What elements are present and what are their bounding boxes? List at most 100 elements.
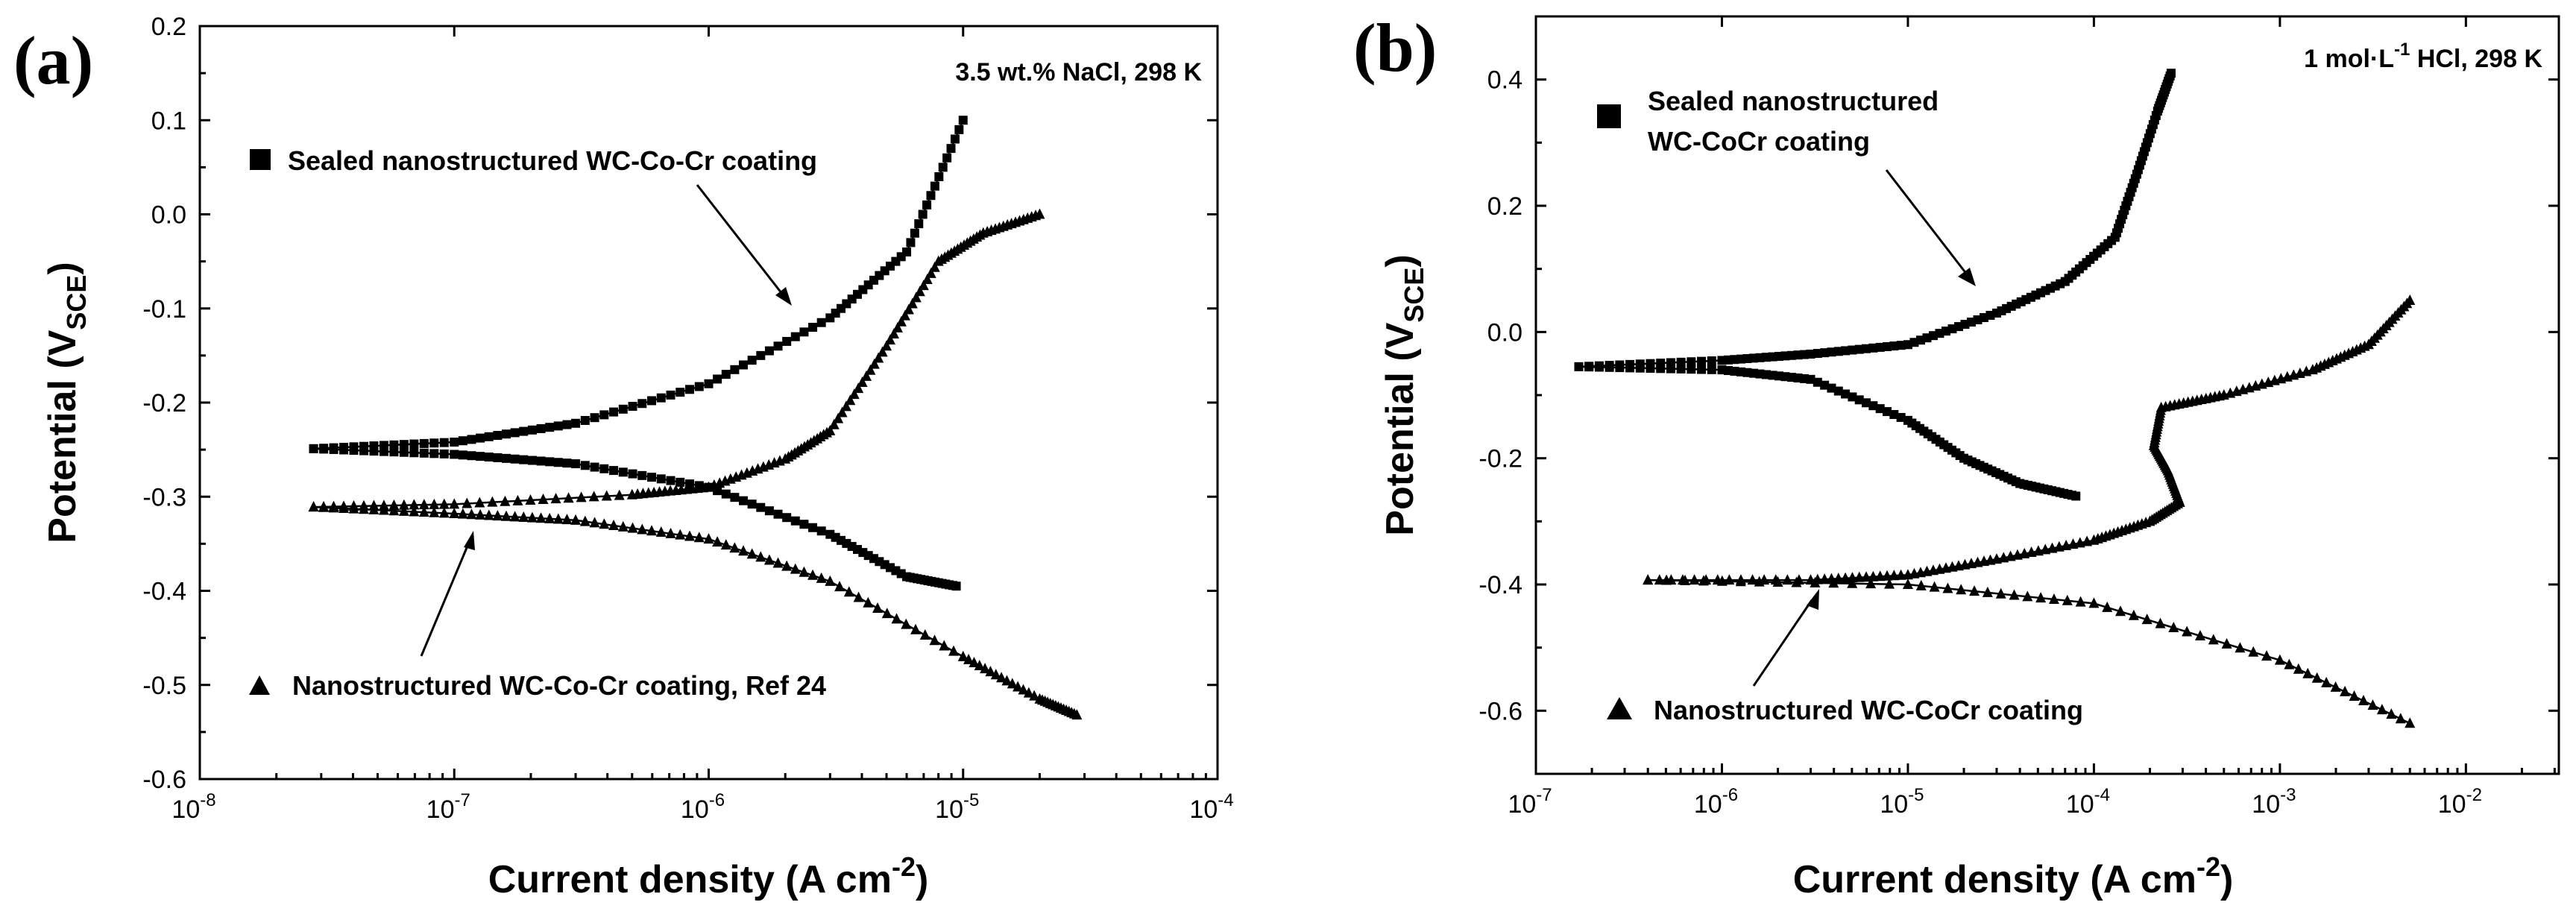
data-point-a-1-anodic xyxy=(500,495,511,506)
x-tick-label-a-1: 10-7 xyxy=(426,790,470,824)
data-point-b-0-cathodic xyxy=(1605,362,1614,372)
data-point-a-1-cathodic xyxy=(1029,690,1040,701)
data-point-a-1-cathodic xyxy=(570,514,582,525)
data-point-a-0-cathodic xyxy=(628,469,637,479)
data-point-b-0-cathodic xyxy=(1646,364,1655,374)
data-point-a-1-cathodic xyxy=(637,523,648,535)
arrow-nano-a xyxy=(420,543,470,657)
data-point-a-1-cathodic xyxy=(763,554,775,565)
data-point-a-1-cathodic xyxy=(1023,687,1034,698)
data-point-b-1-cathodic xyxy=(2367,699,2378,710)
data-point-a-1-cathodic xyxy=(872,602,884,613)
data-point-a-0-cathodic xyxy=(419,448,429,458)
arrowhead-sealed-a xyxy=(775,287,792,306)
data-point-a-1-cathodic xyxy=(466,508,477,520)
data-point-a-0-cathodic xyxy=(389,447,399,457)
data-point-a-0-anodic xyxy=(656,393,666,403)
data-point-a-1-cathodic xyxy=(328,502,339,513)
data-point-a-1-anodic xyxy=(837,406,848,417)
data-point-a-1-anodic xyxy=(907,297,918,309)
data-point-b-1-cathodic xyxy=(1754,576,1765,587)
data-point-b-0-cathodic xyxy=(1656,364,1666,374)
data-point-a-0-cathodic xyxy=(747,499,757,509)
data-point-a-1-cathodic xyxy=(518,511,529,523)
y-axis-title-a: Potential (VSCE) xyxy=(41,262,92,543)
curves-b xyxy=(1574,69,2416,728)
data-point-b-1-cathodic xyxy=(2128,609,2139,620)
data-point-a-1-anodic xyxy=(925,267,936,278)
data-point-a-0-anodic xyxy=(536,423,546,433)
data-point-a-0-cathodic xyxy=(536,456,546,466)
data-point-a-0-anodic xyxy=(519,426,529,436)
data-point-b-0-anodic xyxy=(1687,357,1696,367)
data-point-a-1-anodic xyxy=(922,273,933,284)
data-point-a-0-anodic xyxy=(946,144,956,154)
arrow-sealed-a xyxy=(696,184,786,297)
data-point-a-1-cathodic xyxy=(712,536,723,547)
data-point-b-1-cathodic xyxy=(1956,584,1967,595)
x-tick-label-b-3: 10-4 xyxy=(2066,785,2110,819)
data-point-a-1-anodic xyxy=(910,291,922,303)
arrowhead-nano-a xyxy=(464,531,475,550)
data-point-a-0-cathodic xyxy=(637,470,647,480)
data-point-b-1-cathodic xyxy=(1915,579,1927,590)
data-point-a-0-anodic xyxy=(756,350,766,360)
data-point-b-1-cathodic xyxy=(2358,695,2369,706)
data-point-a-1-cathodic xyxy=(684,530,696,541)
data-point-b-1-cathodic xyxy=(1643,574,1654,585)
data-point-b-1-cathodic xyxy=(2395,713,2406,724)
data-point-a-1-cathodic xyxy=(552,513,564,524)
data-point-a-1-cathodic xyxy=(589,517,600,528)
data-point-a-0-cathodic xyxy=(319,444,329,454)
data-point-a-0-cathodic xyxy=(510,454,520,464)
data-point-a-0-anodic xyxy=(389,440,399,450)
data-point-a-1-cathodic xyxy=(599,518,610,529)
y-tick-label-a-7: -0.5 xyxy=(142,672,186,700)
data-point-b-1-cathodic xyxy=(2022,590,2033,602)
data-point-b-0-anodic xyxy=(2166,69,2176,78)
x-tick-label-a-0: 10-8 xyxy=(171,790,215,824)
data-point-a-0-cathodic xyxy=(773,509,783,519)
data-point-a-1-cathodic xyxy=(807,569,819,580)
y-tick-label-b-2: 0.0 xyxy=(1487,318,1522,347)
legend-square-marker-a xyxy=(250,149,271,170)
legend-triangle-marker-a xyxy=(249,675,270,695)
condition-label-a: 3.5 wt.% NaCl, 298 K xyxy=(955,58,1202,86)
data-point-a-1-anodic xyxy=(877,346,888,357)
data-point-a-0-cathodic xyxy=(951,582,961,591)
y-tick-label-a-4: -0.2 xyxy=(142,389,186,417)
y-ticks-a: 0.2 0.1 0.0 -0.1 -0.2 -0.3 -0.4 -0.5 -0.6 xyxy=(142,13,1218,794)
data-point-a-0-anodic xyxy=(484,432,494,441)
data-point-b-1-cathodic xyxy=(2274,654,2285,665)
data-point-b-0-cathodic xyxy=(1635,363,1645,373)
data-point-b-1-cathodic xyxy=(2075,596,2086,607)
data-point-a-1-cathodic xyxy=(457,508,468,519)
data-point-b-1-cathodic xyxy=(2009,589,2020,600)
data-point-a-0-anodic xyxy=(527,425,537,435)
data-point-b-0-cathodic xyxy=(1841,389,1851,399)
data-point-a-1-cathodic xyxy=(501,510,512,521)
data-point-a-0-cathodic xyxy=(609,466,619,476)
panel-label-b: (b) xyxy=(1353,10,1437,86)
data-point-b-1-cathodic xyxy=(2405,717,2416,728)
data-point-a-0-anodic xyxy=(676,388,685,397)
x-tick-label-a-4: 10-4 xyxy=(1189,790,1233,824)
data-point-a-1-cathodic xyxy=(646,525,658,536)
curves-a xyxy=(308,116,1083,720)
data-point-a-1-anodic xyxy=(895,315,907,327)
data-point-a-0-anodic xyxy=(450,438,459,447)
data-point-a-1-anodic xyxy=(840,400,851,412)
data-point-b-1-cathodic xyxy=(2284,658,2295,669)
data-point-a-0-cathodic xyxy=(349,446,359,456)
data-point-b-0-anodic xyxy=(1896,341,1906,350)
data-point-a-0-anodic xyxy=(773,341,783,351)
data-point-a-1-cathodic xyxy=(929,634,940,646)
data-point-a-1-cathodic xyxy=(368,503,380,514)
data-point-a-1-anodic xyxy=(429,498,440,509)
data-point-a-1-cathodic xyxy=(910,623,922,634)
x-ticks-b: 10-7 10-6 10-5 10-4 10-3 10-2 xyxy=(1508,16,2556,819)
data-point-a-1-anodic xyxy=(614,489,625,500)
data-point-b-1-cathodic xyxy=(1929,581,1940,592)
data-point-b-1-cathodic xyxy=(1698,575,1709,586)
